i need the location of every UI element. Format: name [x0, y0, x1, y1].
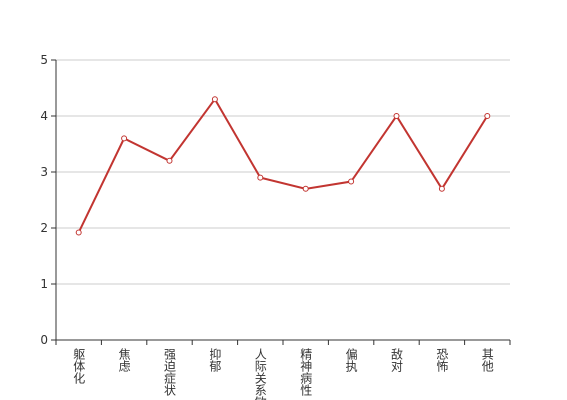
x-tick-label: 人际关系敏感 — [253, 348, 267, 400]
x-tick-label: 强迫症状 — [163, 348, 177, 396]
point — [166, 157, 173, 164]
y-tick-label: 1 — [40, 277, 48, 291]
point — [348, 178, 355, 185]
x-tick-label: 敌对 — [390, 347, 404, 372]
x-tick-label: 精神病性 — [299, 348, 313, 397]
y-tick-label: 2 — [40, 221, 48, 235]
point — [302, 185, 309, 192]
y-tick-label: 4 — [40, 109, 48, 123]
y-tick-label: 3 — [40, 165, 48, 179]
point — [75, 229, 82, 236]
x-tick-label: 焦虑 — [117, 348, 131, 372]
x-tick-label: 其他 — [480, 348, 494, 372]
point — [438, 185, 445, 192]
x-tick-label: 偏执 — [344, 347, 358, 373]
point — [211, 96, 218, 103]
x-tick-label: 抑郁 — [208, 347, 222, 373]
point — [393, 113, 400, 119]
line — [77, 97, 489, 233]
point — [121, 135, 128, 142]
point — [484, 113, 491, 119]
point — [257, 174, 264, 181]
y-tick-label: 5 — [40, 53, 48, 67]
y-tick-label: 0 — [40, 333, 48, 347]
x-tick-label: 恐怖 — [435, 348, 449, 372]
x-tick-label: 躯体化 — [72, 347, 86, 385]
